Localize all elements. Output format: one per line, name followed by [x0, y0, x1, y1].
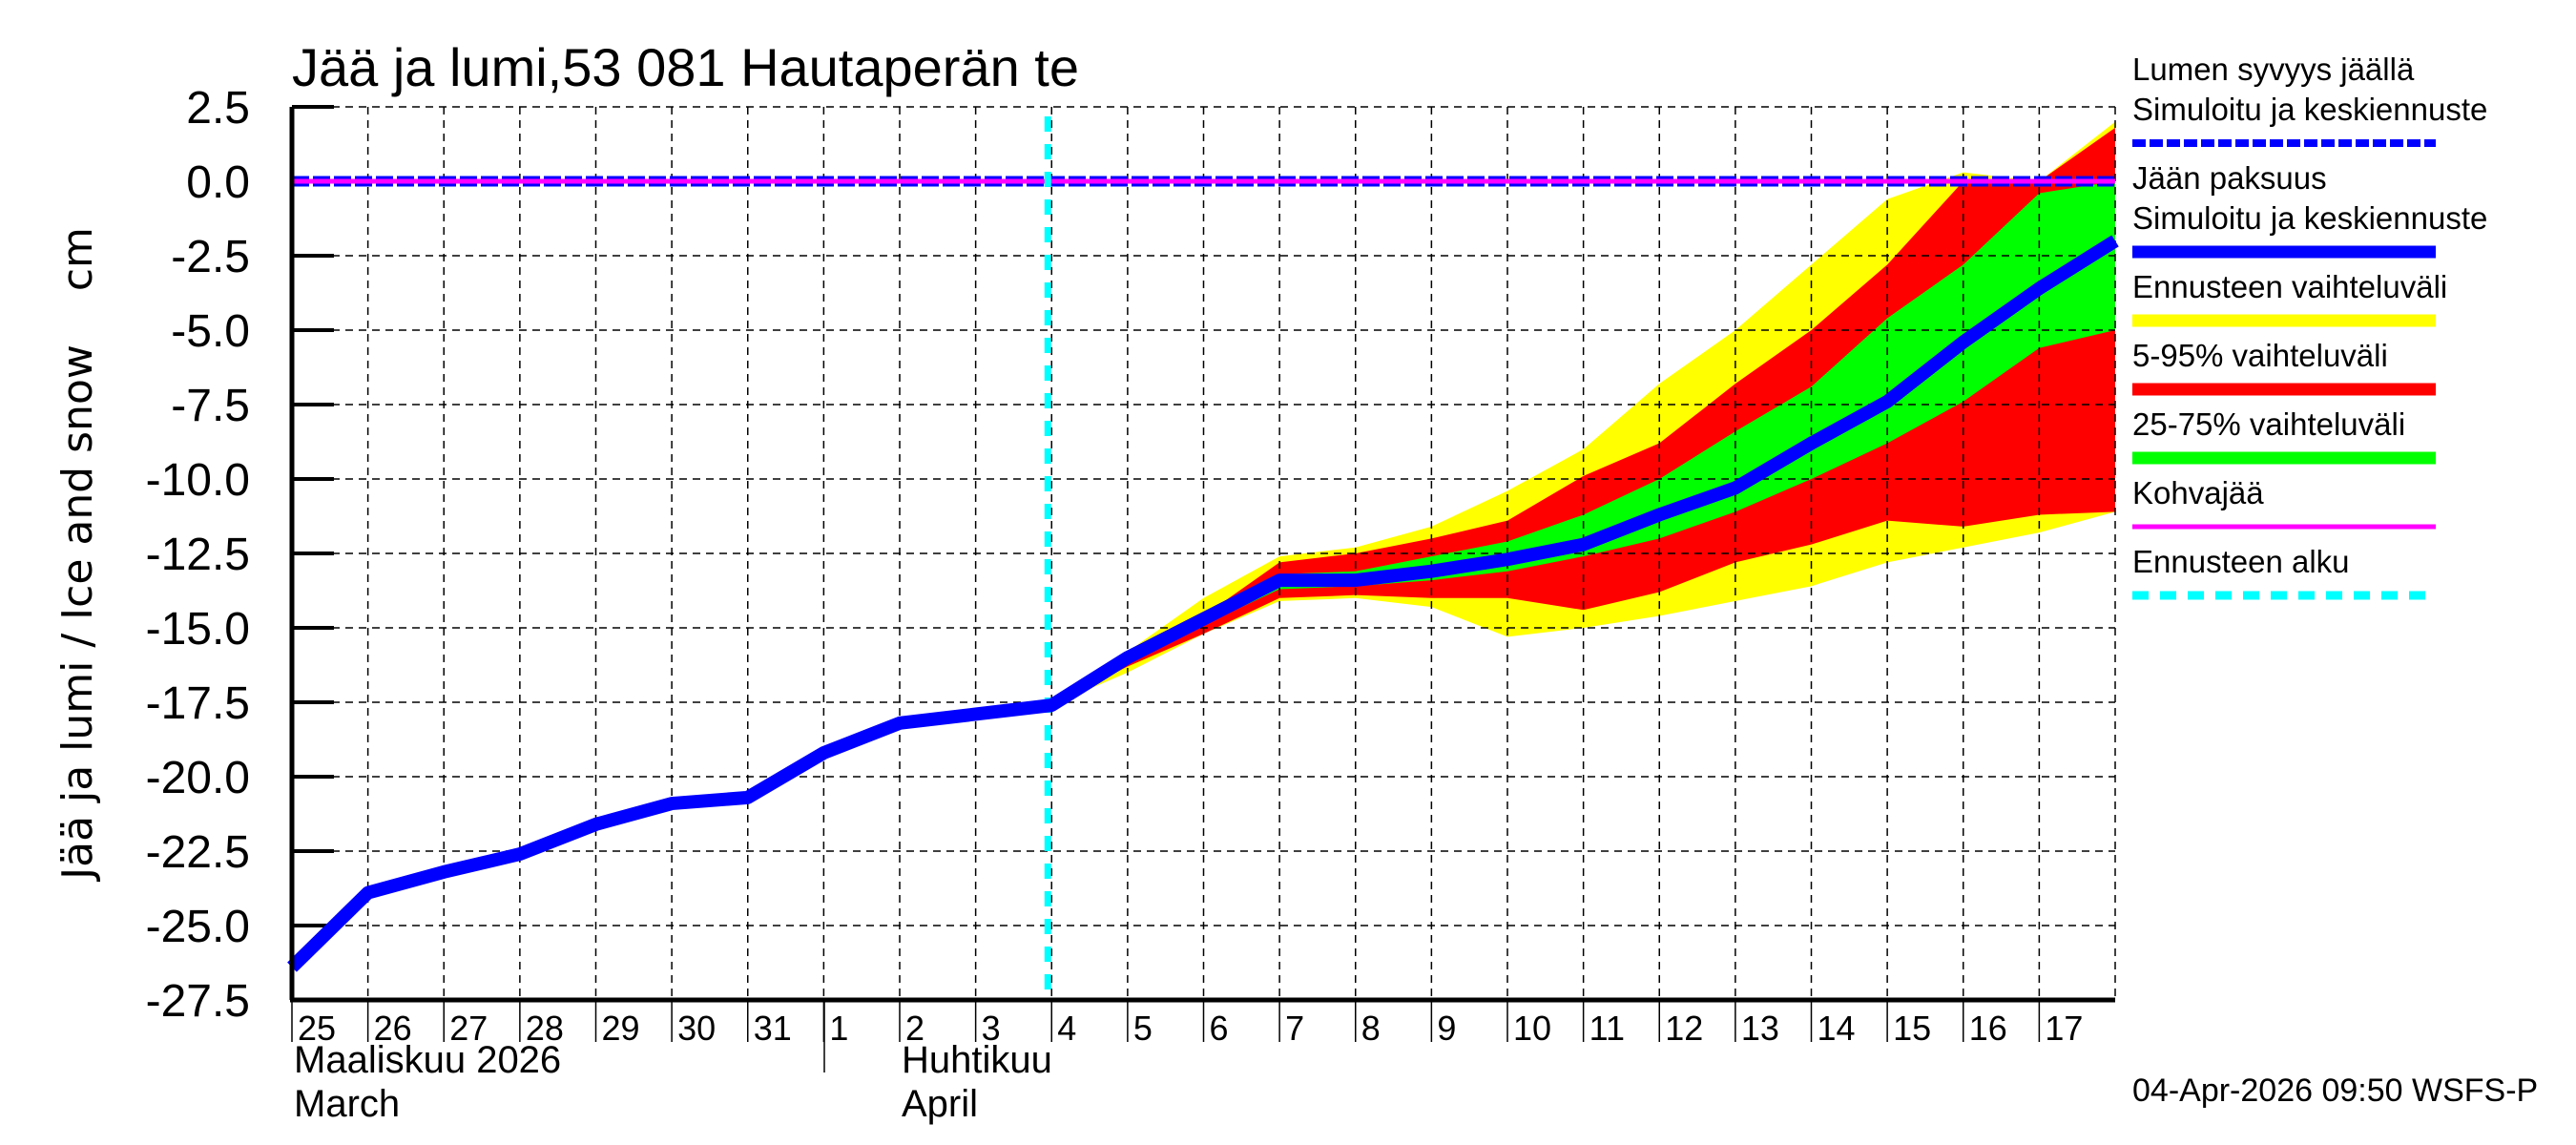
data-lines	[287, 116, 2119, 1000]
x-tick-label: 29	[602, 1009, 640, 1048]
x-tick-label: 10	[1513, 1009, 1551, 1048]
y-tick-label: -27.5	[146, 976, 250, 1027]
x-tick-label: 9	[1437, 1009, 1456, 1048]
x-tick-label: 4	[1057, 1009, 1076, 1048]
chart-title: Jää ja lumi,53 081 Hautaperän te	[292, 37, 1079, 97]
legend-label: Kohvajää	[2132, 475, 2264, 510]
y-tick-label: -25.0	[146, 902, 250, 952]
y-tick-label: -2.5	[171, 232, 250, 282]
y-tick-label: -5.0	[171, 306, 250, 357]
y-tick-label: -22.5	[146, 827, 250, 878]
x-tick-label: 15	[1893, 1009, 1931, 1048]
y-tick-label: 0.0	[186, 157, 250, 208]
x-tick-label: 2	[905, 1009, 924, 1048]
ice-thickness-line	[287, 235, 2119, 972]
timestamp: 04-Apr-2026 09:50 WSFS-P	[2132, 1072, 2538, 1109]
legend-label: 25-75% vaihteluväli	[2132, 406, 2405, 442]
x-tick-label: 12	[1665, 1009, 1703, 1048]
x-tick-label: 17	[2045, 1009, 2083, 1048]
x-tick-label: 25	[298, 1009, 336, 1048]
x-tick-label: 14	[1818, 1009, 1856, 1048]
y-tick-label: -15.0	[146, 604, 250, 655]
y-tick-label: -20.0	[146, 753, 250, 803]
legend-label: Jään paksuus	[2132, 160, 2327, 196]
y-tick-labels: 2.5 0.0 -2.5 -5.0 -7.5 -10.0 -12.5 -15.0 -17.5 -2…	[146, 83, 250, 1027]
legend-sublabel: Simuloitu ja keskiennuste	[2132, 92, 2487, 127]
legend-label: Ennusteen alku	[2132, 544, 2350, 579]
x-tick-label: 1	[829, 1009, 848, 1048]
x-tick-label: 31	[754, 1009, 792, 1048]
month-label-march-fi: Maaliskuu 2026	[294, 1039, 561, 1081]
month-label-march-en: March	[294, 1083, 400, 1125]
gridlines	[292, 105, 2116, 1002]
x-tick-label: 27	[449, 1009, 488, 1048]
x-tick-label: 26	[374, 1009, 412, 1048]
legend-label: 5-95% vaihteluväli	[2132, 338, 2388, 373]
legend: Lumen syvyys jäällä Simuloitu ja keskienn…	[2132, 52, 2487, 600]
x-tick-label: 8	[1361, 1009, 1381, 1048]
x-tick-label: 7	[1285, 1009, 1304, 1048]
x-tick-label: 13	[1741, 1009, 1779, 1048]
legend-label: Ennusteen vaihteluväli	[2132, 269, 2447, 304]
month-label-april-fi: Huhtikuu	[902, 1039, 1052, 1081]
month-label-april-en: April	[902, 1083, 978, 1125]
x-tick-label: 30	[677, 1009, 716, 1048]
x-tick-label: 3	[982, 1009, 1001, 1048]
legend-label: Lumen syvyys jäällä	[2132, 52, 2415, 87]
y-tick-label: -10.0	[146, 455, 250, 506]
legend-sublabel: Simuloitu ja keskiennuste	[2132, 200, 2487, 236]
x-tick-label: 11	[1589, 1009, 1625, 1048]
y-tick-label: -7.5	[171, 381, 250, 431]
band-1	[1051, 127, 2115, 706]
y-tick-label: -12.5	[146, 530, 250, 580]
x-tick-label: 16	[1969, 1009, 2007, 1048]
y-axis-label: Jää ja lumi / Ice and snow cm	[53, 227, 102, 883]
x-tick-label: 6	[1210, 1009, 1229, 1048]
x-tick-label: 5	[1133, 1009, 1153, 1048]
y-tick-label: 2.5	[186, 83, 250, 134]
x-tick-label: 28	[526, 1009, 564, 1048]
x-tick-labels: 25 26 27 28 29 30 31 1 2 3 4 5 6 7 8 9 10 11 12 13 14 15 16 17	[291, 1000, 2083, 1048]
y-tick-label: -17.5	[146, 678, 250, 729]
